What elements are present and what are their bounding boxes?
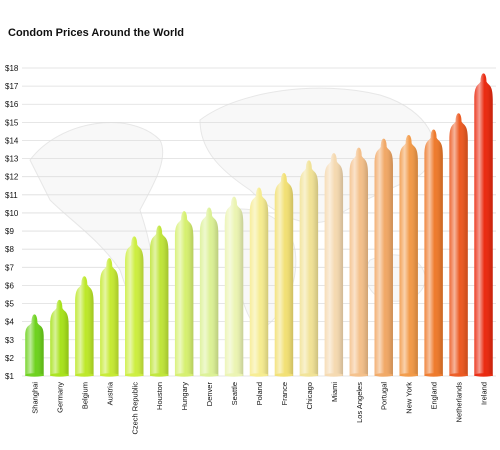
- y-tick-label: $12: [5, 173, 19, 182]
- bar-rim: [399, 373, 418, 377]
- y-tick-label: $14: [5, 136, 19, 145]
- bar-chicago: [299, 160, 319, 377]
- y-tick-label: $16: [5, 100, 19, 109]
- bars: [25, 73, 493, 377]
- y-tick-label: $7: [5, 263, 14, 272]
- y-tick-label: $18: [5, 64, 19, 73]
- category-labels: Shanghai Germany Belgium Austria Czech Repub…: [30, 381, 488, 434]
- bar-germany: [50, 299, 69, 377]
- bar-miami: [324, 153, 344, 377]
- bar-shine: [249, 187, 269, 376]
- bar-portugal: [374, 138, 393, 377]
- chart-title: Condom Prices Around the World: [8, 27, 184, 39]
- bar-rim: [224, 373, 244, 377]
- bar-france: [274, 173, 294, 377]
- y-tick-label: $15: [5, 118, 19, 127]
- bar-rim: [474, 373, 493, 377]
- category-label: Seattle: [230, 382, 239, 405]
- category-label: New York: [405, 382, 414, 414]
- bar-houston: [149, 225, 169, 377]
- bar-shine: [125, 236, 144, 376]
- bar-rim: [449, 373, 468, 377]
- bar-shine: [149, 225, 169, 376]
- bar-rim: [349, 373, 369, 377]
- y-tick-label: $10: [5, 209, 19, 218]
- bar-denver: [199, 207, 219, 377]
- category-label: Miami: [330, 382, 339, 402]
- bar-rim: [125, 373, 144, 377]
- category-label: Chicago: [305, 382, 314, 410]
- bar-shine: [324, 153, 344, 376]
- category-label: Poland: [255, 382, 264, 405]
- bar-shanghai: [25, 314, 44, 377]
- category-label: Denver: [205, 382, 214, 407]
- bar-shine: [349, 147, 369, 376]
- bar-shine: [399, 134, 418, 376]
- category-label: Ireland: [480, 382, 489, 405]
- bar-shine: [274, 173, 294, 376]
- category-label: France: [280, 382, 289, 405]
- bar-netherlands: [449, 113, 468, 377]
- category-label: Czech Republic: [130, 382, 139, 435]
- bar-czech-republic: [125, 236, 144, 377]
- y-tick-label: $9: [5, 227, 14, 236]
- bar-shine: [199, 207, 219, 376]
- category-label: Netherlands: [455, 382, 464, 423]
- bar-rim: [199, 373, 219, 377]
- bar-rim: [25, 373, 44, 377]
- category-label: Shanghai: [30, 382, 39, 414]
- y-tick-label: $2: [5, 354, 14, 363]
- bar-shine: [224, 196, 244, 376]
- y-tick-label: $8: [5, 245, 14, 254]
- category-label: Belgium: [80, 382, 89, 409]
- category-label: Portugal: [380, 382, 389, 410]
- bar-rim: [149, 373, 169, 377]
- category-label: Austria: [105, 381, 114, 405]
- y-axis-ticks: $1 $2 $3 $4 $5 $6 $7 $8 $9 $10 $11 $12 $13 $14 $15 $16 $…: [5, 64, 19, 381]
- bar-rim: [374, 373, 393, 377]
- bar-hungary: [174, 211, 194, 377]
- bar-seattle: [224, 196, 244, 377]
- bar-los-angeles: [349, 147, 369, 377]
- bar-rim: [274, 373, 294, 377]
- y-tick-label: $1: [5, 372, 14, 381]
- y-tick-label: $6: [5, 281, 14, 290]
- bar-shine: [374, 138, 393, 376]
- category-label: Hungary: [180, 382, 189, 411]
- bar-shine: [474, 73, 493, 376]
- bar-rim: [100, 373, 119, 377]
- bar-rim: [174, 373, 194, 377]
- bar-shine: [424, 129, 443, 376]
- category-label: England: [430, 382, 439, 410]
- y-tick-label: $11: [5, 191, 18, 200]
- category-label: Germany: [55, 382, 64, 413]
- bar-england: [424, 129, 443, 377]
- bar-rim: [75, 373, 94, 377]
- bar-rim: [424, 373, 443, 377]
- bar-shine: [25, 314, 44, 376]
- bar-rim: [299, 373, 319, 377]
- bar-austria: [100, 258, 119, 377]
- y-tick-label: $5: [5, 300, 14, 309]
- bar-rim: [50, 373, 69, 377]
- category-label: Houston: [155, 382, 164, 410]
- bar-rim: [324, 373, 344, 377]
- bar-shine: [299, 160, 319, 376]
- bar-poland: [249, 187, 269, 377]
- y-tick-label: $17: [5, 82, 19, 91]
- bar-rim: [249, 373, 269, 377]
- bar-shine: [75, 276, 94, 376]
- bar-belgium: [75, 276, 94, 377]
- category-label: Los Angeles: [355, 382, 364, 423]
- bar-ireland: [474, 73, 493, 377]
- y-tick-label: $4: [5, 318, 14, 327]
- y-tick-label: $3: [5, 336, 14, 345]
- bar-shine: [449, 113, 468, 376]
- bar-shine: [50, 299, 69, 376]
- y-tick-label: $13: [5, 155, 19, 164]
- bar-new-york: [399, 134, 418, 377]
- bar-shine: [174, 211, 194, 376]
- bar-shine: [100, 258, 119, 376]
